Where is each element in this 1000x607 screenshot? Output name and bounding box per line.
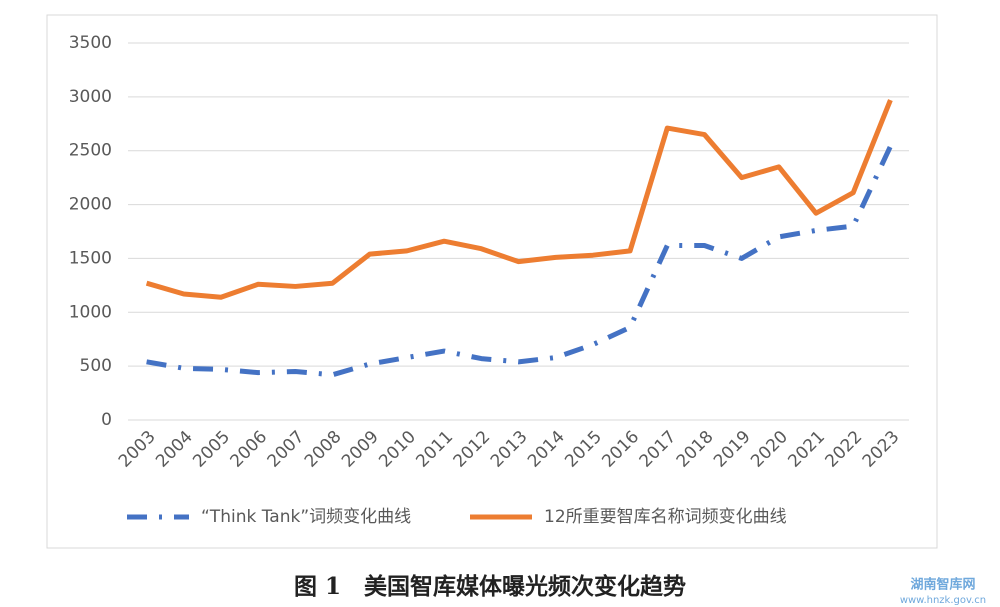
y-tick-label: 3500 xyxy=(69,33,112,53)
line-series xyxy=(146,145,893,378)
y-tick-label: 3000 xyxy=(69,87,112,107)
y-tick-label: 2000 xyxy=(69,195,112,215)
chart-frame xyxy=(46,14,938,549)
y-tick-label: 1500 xyxy=(69,248,112,268)
legend-label: 12所重要智库名称词频变化曲线 xyxy=(544,507,787,527)
y-tick-label: 1000 xyxy=(69,302,112,322)
y-tick-label: 500 xyxy=(80,356,112,376)
caption: 图 1 美国智库媒体曝光频次变化趋势 xyxy=(294,573,686,600)
y-tick-label: 2500 xyxy=(69,141,112,161)
line-series xyxy=(145,99,893,300)
watermark-name: 湖南智库网 xyxy=(910,577,975,593)
watermark-url: www.hnzk.gov.cn xyxy=(900,595,986,606)
y-tick-label: 0 xyxy=(101,410,112,430)
legend-label: “Think Tank”词频变化曲线 xyxy=(201,507,411,527)
